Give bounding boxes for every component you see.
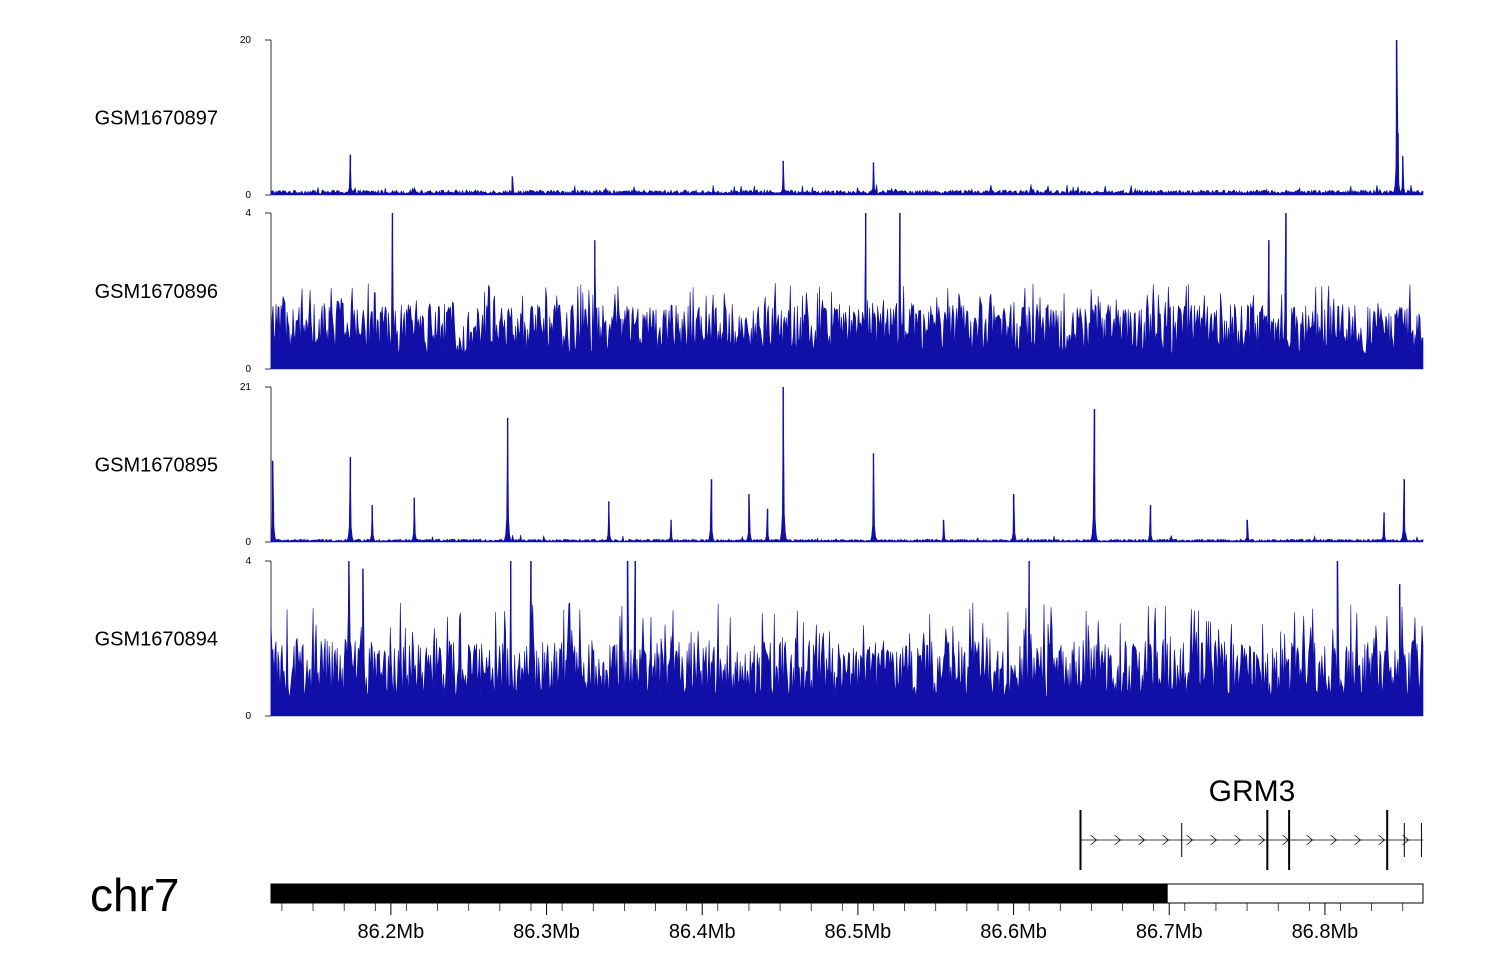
strand-arrow xyxy=(1138,834,1146,846)
ideogram-filled-region xyxy=(271,884,1168,903)
strand-arrow xyxy=(1186,834,1194,846)
track-label: GSM1670895 xyxy=(95,455,218,477)
strand-arrow xyxy=(1258,834,1266,846)
track-label: GSM1670896 xyxy=(95,281,218,303)
x-tick-label: 86.2Mb xyxy=(358,921,425,943)
x-tick-label: 86.8Mb xyxy=(1292,921,1359,943)
track-GSM1670894: 4 0 GSM1670894 xyxy=(95,556,1424,722)
x-tick-label: 86.6Mb xyxy=(980,921,1047,943)
y-tick-label-max: 21 xyxy=(240,382,252,393)
y-tick-label-max: 4 xyxy=(245,556,251,567)
x-tick-label: 86.3Mb xyxy=(513,921,580,943)
track-GSM1670895: 21 0 GSM1670895 xyxy=(95,382,1424,548)
strand-arrow xyxy=(1306,834,1314,846)
y-tick-label-min: 0 xyxy=(245,537,251,548)
x-tick-label: 86.7Mb xyxy=(1136,921,1203,943)
strand-arrow xyxy=(1378,834,1386,846)
y-tick-label-min: 0 xyxy=(245,711,251,722)
strand-arrow xyxy=(1090,834,1098,846)
x-tick-label: 86.5Mb xyxy=(825,921,892,943)
gene-annotation-track: GRM3 xyxy=(1079,775,1423,870)
strand-arrow xyxy=(1330,834,1338,846)
strand-arrow xyxy=(1114,834,1122,846)
track-GSM1670897: 20 0 GSM1670897 xyxy=(95,35,1424,201)
y-tick-label-min: 0 xyxy=(245,190,251,201)
track-label: GSM1670897 xyxy=(95,108,218,130)
signal-area-GSM1670895 xyxy=(270,386,1424,543)
signal-area-GSM1670896 xyxy=(270,212,1424,370)
track-GSM1670896: 4 0 GSM1670896 xyxy=(95,208,1424,375)
signal-area-GSM1670894 xyxy=(270,560,1424,717)
gene-name-label: GRM3 xyxy=(1209,775,1296,808)
track-label: GSM1670894 xyxy=(95,629,218,651)
strand-arrow xyxy=(1162,834,1170,846)
y-tick-label-max: 20 xyxy=(240,35,252,46)
strand-arrow xyxy=(1234,834,1242,846)
strand-arrow xyxy=(1354,834,1362,846)
chromosome-label: chr7 xyxy=(90,869,179,921)
y-tick-label-min: 0 xyxy=(245,364,251,375)
signal-tracks: 20 0 GSM1670897 4 0 GSM1670896 21 0 GSM1670895 4 0… xyxy=(95,35,1424,722)
signal-area-GSM1670897 xyxy=(270,39,1424,196)
y-tick-label-max: 4 xyxy=(245,208,251,219)
x-tick-label: 86.4Mb xyxy=(669,921,736,943)
chromosome-ideogram: chr7 86.2Mb 86.3Mb 86.4Mb 86.5Mb 86.6Mb 86.7M… xyxy=(90,869,1424,943)
strand-arrow xyxy=(1210,834,1218,846)
